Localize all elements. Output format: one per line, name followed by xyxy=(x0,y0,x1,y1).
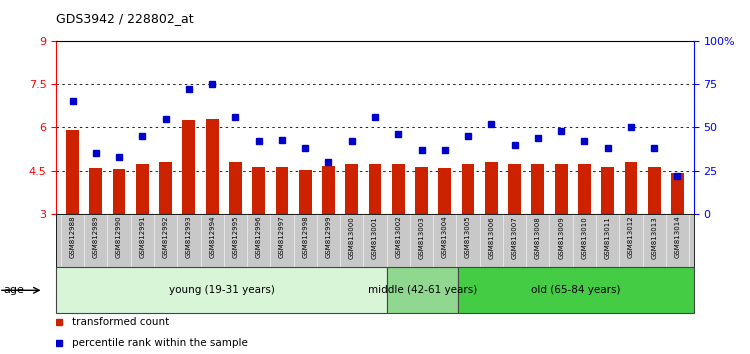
Bar xyxy=(578,165,591,214)
Bar xyxy=(298,170,311,214)
Text: GSM813005: GSM813005 xyxy=(465,216,471,258)
Bar xyxy=(416,167,428,214)
Bar xyxy=(648,167,661,214)
Text: young (19-31 years): young (19-31 years) xyxy=(169,285,274,295)
Text: GSM812988: GSM812988 xyxy=(70,216,76,258)
Text: GSM813013: GSM813013 xyxy=(651,216,657,258)
Bar xyxy=(89,168,102,214)
Text: percentile rank within the sample: percentile rank within the sample xyxy=(72,338,248,348)
Text: GSM813009: GSM813009 xyxy=(558,216,564,258)
Bar xyxy=(458,267,694,313)
Text: middle (42-61 years): middle (42-61 years) xyxy=(368,285,477,295)
Text: GSM813006: GSM813006 xyxy=(488,216,494,258)
Bar xyxy=(345,164,358,214)
Text: old (65-84 years): old (65-84 years) xyxy=(531,285,620,295)
Bar xyxy=(182,120,195,214)
Text: GSM812997: GSM812997 xyxy=(279,216,285,258)
Bar xyxy=(387,267,458,313)
Bar xyxy=(532,164,544,214)
Bar xyxy=(56,267,387,313)
Text: GSM813003: GSM813003 xyxy=(419,216,424,258)
Bar xyxy=(509,165,521,214)
Bar xyxy=(485,162,498,214)
Bar xyxy=(275,167,288,214)
Bar xyxy=(671,173,684,214)
Bar xyxy=(555,164,568,214)
Bar xyxy=(206,119,218,214)
Bar xyxy=(625,161,638,214)
Text: GSM813004: GSM813004 xyxy=(442,216,448,258)
Text: GSM812991: GSM812991 xyxy=(140,216,146,258)
Text: age: age xyxy=(3,285,24,295)
Text: GSM813007: GSM813007 xyxy=(512,216,518,258)
Text: GSM813002: GSM813002 xyxy=(395,216,401,258)
Text: GDS3942 / 228802_at: GDS3942 / 228802_at xyxy=(56,12,194,25)
Text: GSM812996: GSM812996 xyxy=(256,216,262,258)
Text: GSM813001: GSM813001 xyxy=(372,216,378,258)
Bar xyxy=(322,166,334,214)
Bar xyxy=(136,164,148,214)
Text: GSM812999: GSM812999 xyxy=(326,216,332,258)
Bar xyxy=(602,167,614,214)
Text: GSM813008: GSM813008 xyxy=(535,216,541,258)
Bar xyxy=(368,164,382,214)
Bar xyxy=(229,161,242,214)
Bar xyxy=(462,164,475,214)
Bar xyxy=(439,168,452,214)
Text: GSM813010: GSM813010 xyxy=(581,216,587,258)
Bar xyxy=(66,130,79,214)
Text: GSM812993: GSM812993 xyxy=(186,216,192,258)
Text: GSM813011: GSM813011 xyxy=(604,216,610,258)
Text: transformed count: transformed count xyxy=(72,317,170,327)
Text: GSM812989: GSM812989 xyxy=(93,216,99,258)
Bar xyxy=(159,161,172,214)
Text: GSM812994: GSM812994 xyxy=(209,216,215,258)
Bar xyxy=(112,169,125,214)
Bar xyxy=(392,165,405,214)
Text: GSM813000: GSM813000 xyxy=(349,216,355,258)
Text: GSM812990: GSM812990 xyxy=(116,216,122,258)
Text: GSM813014: GSM813014 xyxy=(674,216,680,258)
Text: GSM813012: GSM813012 xyxy=(628,216,634,258)
Text: GSM812992: GSM812992 xyxy=(163,216,169,258)
Text: GSM812998: GSM812998 xyxy=(302,216,308,258)
Bar xyxy=(252,167,265,214)
Text: GSM812995: GSM812995 xyxy=(232,216,238,258)
